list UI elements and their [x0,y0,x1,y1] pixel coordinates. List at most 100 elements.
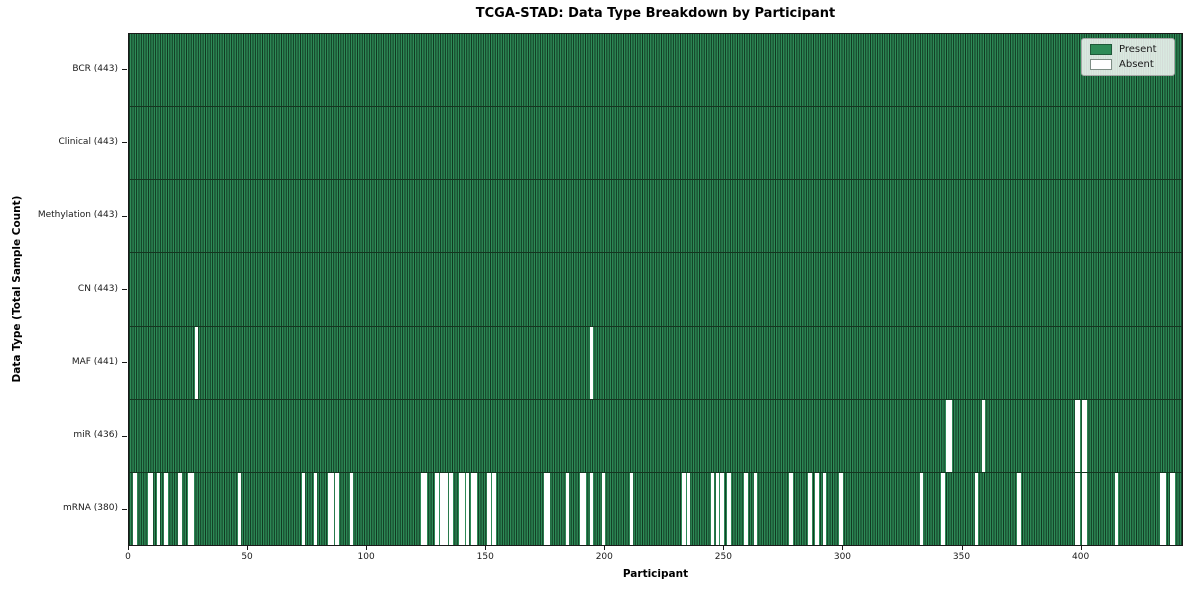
absent-stripe-mrna-p2 [133,472,137,545]
absent-stripe-mrna-p247 [715,472,719,545]
absent-stripe-mrna-p356 [974,472,979,545]
absent-stripe-mir-p402 [1084,399,1088,472]
absent-stripe-mrna-p438 [1169,472,1173,545]
absent-stripe-mrna-p21 [178,472,182,545]
absent-stripe-maf-p28 [195,326,199,399]
absent-stripe-mrna-p142 [466,472,470,545]
absent-stripe-mrna-p434 [1160,472,1164,545]
x-tick-mark [604,546,606,550]
x-tick-mark [842,546,844,550]
absent-stripe-mrna-p292 [822,472,826,545]
absent-stripe-mrna-p151 [487,472,491,545]
x-axis-label: Participant [622,568,689,580]
absent-stripe-mrna-p289 [815,472,819,545]
y-tick-mark [122,69,127,71]
absent-stripe-mrna-p235 [687,472,691,545]
absent-stripe-mrna-p176 [546,472,551,545]
x-tick-label-0: 0 [125,552,131,562]
absent-stripe-mrna-p415 [1114,472,1119,545]
legend-label-present: Present [1119,44,1157,55]
absent-stripe-mrna-p153 [492,472,496,545]
y-tick-mark [122,215,127,217]
legend-item-absent: Absent [1090,59,1166,70]
heatmap-row-cn [129,253,1182,327]
heatmap-row-mir [129,399,1182,473]
absent-stripe-mrna-p135 [449,472,453,545]
absent-stripe-mrna-p191 [582,472,586,545]
absent-stripe-mrna-p402 [1084,472,1088,545]
y-tick-mark [122,289,127,290]
absent-stripe-mrna-p78 [313,472,318,545]
absent-stripe-mrna-p129 [435,472,439,545]
absent-stripe-mrna-p175 [544,472,548,545]
x-tick-label-50: 50 [241,552,253,562]
y-tick-label-mir: miR (436) [73,430,118,441]
absent-stripe-mir-p401 [1081,399,1086,472]
y-tick-label-mrna: mRNA (380) [63,503,118,514]
x-tick-mark [247,546,249,550]
y-tick-mark [122,508,127,510]
x-tick-label-150: 150 [476,552,494,562]
absent-stripe-mrna-p194 [589,472,593,545]
absent-stripe-mrna-p401 [1081,472,1086,545]
absent-stripe-mir-p359 [981,399,986,472]
heatmap-row-methylation [129,180,1182,254]
legend-item-present: Present [1090,44,1166,55]
x-tick-mark [366,546,368,550]
plot-area [128,33,1183,546]
absent-stripe-mrna-p124 [423,472,427,545]
absent-stripe-mrna-p9 [149,472,154,545]
x-tick-label-400: 400 [1072,552,1090,562]
absent-stripe-mrna-p144 [470,472,475,545]
present-swatch-icon [1090,44,1112,55]
absent-stripe-mrna-p15 [164,472,168,545]
absent-stripe-mrna-p259 [744,472,748,545]
x-tick-mark [723,546,725,550]
absent-stripe-mrna-p333 [920,472,924,545]
heatmap-row-maf [129,326,1182,400]
absent-stripe-mrna-p342 [941,472,945,545]
absent-stripe-mrna-p398 [1074,472,1078,545]
legend: Present Absent [1081,38,1175,76]
absent-stripe-mrna-p25 [187,472,192,545]
absent-stripe-mrna-p26 [190,472,194,545]
absent-stripe-mrna-p123 [420,472,425,545]
y-tick-mark [122,435,127,437]
y-tick-mark [122,142,127,144]
absent-stripe-mrna-p8 [147,472,151,545]
absent-stripe-mrna-p233 [682,472,686,545]
absent-stripe-mrna-p139 [458,472,463,545]
absent-stripe-mrna-p85 [330,472,334,545]
x-tick-label-250: 250 [714,552,732,562]
absent-stripe-mrna-p133 [444,472,448,545]
y-tick-mark [122,362,127,364]
x-tick-label-350: 350 [952,552,971,562]
absent-stripe-mrna-p184 [565,472,570,545]
absent-stripe-mrna-p252 [727,472,731,545]
absent-stripe-mrna-p73 [302,472,306,545]
absent-stripe-mrna-p286 [808,472,812,545]
x-tick-mark [961,546,963,550]
x-tick-mark [485,546,487,550]
absent-stripe-mir-p344 [946,399,950,472]
absent-stripe-mrna-p435 [1162,472,1166,545]
x-tick-mark [1080,546,1082,550]
absent-stripe-mrna-p299 [839,472,843,545]
y-tick-label-maf: MAF (441) [71,356,118,367]
absent-swatch-icon [1090,59,1112,70]
chart-title: TCGA-STAD: Data Type Breakdown by Partic… [475,6,836,21]
absent-stripe-mrna-p199 [601,472,605,545]
y-tick-label-bcr: BCR (443) [72,63,118,74]
absent-stripe-mrna-p245 [710,472,715,545]
absent-stripe-mrna-p263 [753,472,758,545]
absent-stripe-mrna-p374 [1017,472,1021,545]
absent-stripe-mrna-p140 [461,472,465,545]
absent-stripe-mrna-p46 [237,472,242,545]
absent-stripe-mrna-p87 [335,472,339,545]
heatmap-row-mrna [129,472,1182,545]
absent-stripe-maf-p194 [589,326,593,399]
absent-stripe-mrna-p131 [439,472,444,545]
absent-stripe-mrna-p249 [720,472,724,545]
x-tick-label-300: 300 [833,552,852,562]
